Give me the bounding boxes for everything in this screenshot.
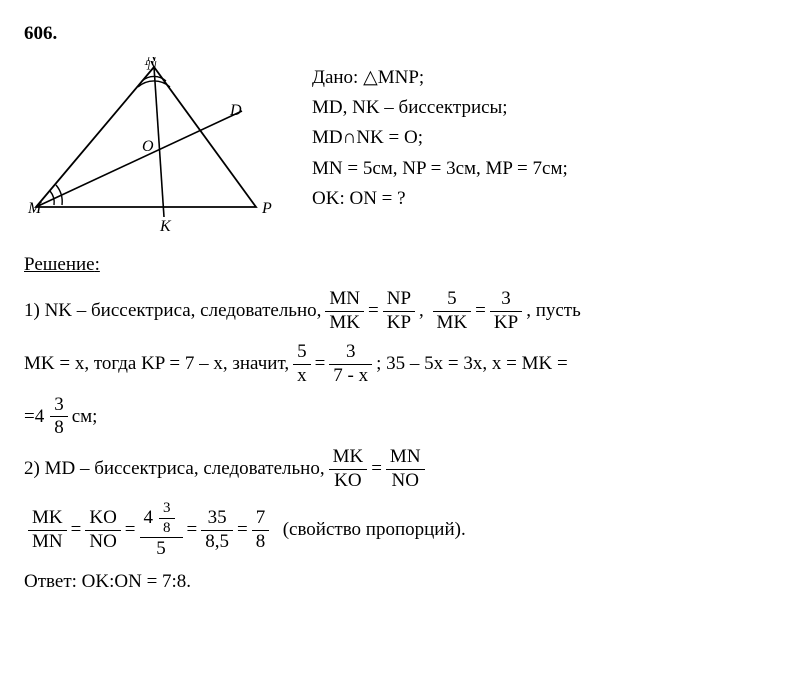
eq: = <box>371 455 382 484</box>
step2-line2: MKMN = KONO = 4 38 5 = 358,5 = 78 (свойс… <box>24 500 762 560</box>
given-triangle: MNP; <box>378 67 424 88</box>
given-block: Дано: △MNP; MD, NK – биссектрисы; MD∩NK … <box>312 57 762 215</box>
svg-text:P: P <box>261 200 272 217</box>
top-section: N N M P K D O N Дано: △MNP; MD, NK – бис… <box>24 57 762 237</box>
frac-mk-ko: MKKO <box>329 447 368 492</box>
eq: = <box>315 350 326 379</box>
step1-line2: MK = x, тогда KP = 7 – x, значит, 5x = 3… <box>24 342 762 387</box>
svg-text:K: K <box>159 218 172 235</box>
triangle-diagram: N N M P K D O N <box>24 57 284 237</box>
frac-3-7mx: 37 - x <box>329 342 372 387</box>
given-line-5: OK: ON = ? <box>312 184 762 214</box>
given-line-2: MD, NK – биссектрисы; <box>312 93 762 123</box>
step2-lead: 2) MD – биссектриса, следовательно, <box>24 455 325 484</box>
step1-line3: = 4 38 см; <box>24 395 762 440</box>
svg-text:D: D <box>229 102 242 119</box>
frac-35-85: 358,5 <box>201 508 233 553</box>
frac-mn-no: MNNO <box>386 447 425 492</box>
frac-mix-over-5: 4 38 5 <box>140 500 183 560</box>
given-line-1: Дано: △MNP; <box>312 63 762 93</box>
frac-5-x: 5x <box>293 342 311 387</box>
problem-number: 606. <box>24 20 762 49</box>
comma: , <box>419 297 429 326</box>
frac-3-kp: 3KP <box>490 289 522 334</box>
eq: = <box>71 516 82 545</box>
solution-heading: Решение: <box>24 251 762 280</box>
eq: = <box>475 297 486 326</box>
triangle-symbol: △ <box>363 67 378 88</box>
property-note: (свойство пропорций). <box>283 516 466 545</box>
eq: = <box>237 516 248 545</box>
space <box>273 516 283 545</box>
frac-7-8: 78 <box>252 508 270 553</box>
svg-text:O: O <box>142 138 154 155</box>
step2-line1: 2) MD – биссектриса, следовательно, MKKO… <box>24 447 762 492</box>
frac-ko-no: KONO <box>85 508 120 553</box>
svg-text:N: N <box>146 57 159 65</box>
eq: = <box>187 516 198 545</box>
answer-line: Ответ: OK:ON = 7:8. <box>24 568 762 597</box>
step1-tail: , пусть <box>526 297 581 326</box>
mixed-4-3-8: 4 38 <box>35 395 72 440</box>
step1c-unit: см; <box>72 403 98 432</box>
frac-mn-mk: MNMK <box>325 289 364 334</box>
frac-np-kp: NPKP <box>383 289 415 334</box>
given-line-4: MN = 5см, NP = 3см, MP = 7см; <box>312 154 762 184</box>
step1b-lead: MK = x, тогда KP = 7 – x, значит, <box>24 350 289 379</box>
given-line-3: MD∩NK = O; <box>312 123 762 153</box>
frac-5-mk: 5MK <box>433 289 472 334</box>
eq: = <box>125 516 136 545</box>
svg-text:M: M <box>27 200 43 217</box>
step1b-tail: ; 35 – 5x = 3x, x = MK = <box>376 350 568 379</box>
step1-lead: 1) NK – биссектриса, следовательно, <box>24 297 321 326</box>
step1-line1: 1) NK – биссектриса, следовательно, MNMK… <box>24 289 762 334</box>
given-label: Дано: <box>312 67 363 88</box>
step1c-eq: = <box>24 403 35 432</box>
eq: = <box>368 297 379 326</box>
frac-mk-mn: MKMN <box>28 508 67 553</box>
